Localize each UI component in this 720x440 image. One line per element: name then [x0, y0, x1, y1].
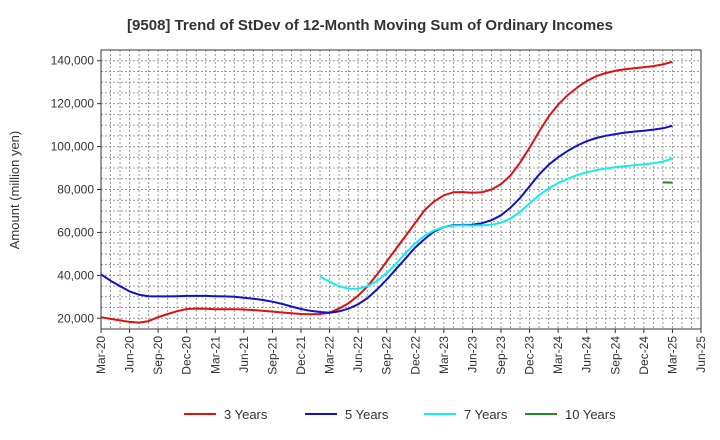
chart-title: [9508] Trend of StDev of 12-Month Moving…: [127, 17, 613, 34]
x-tick-label: Mar-23: [437, 336, 451, 374]
series-line-7-years: [319, 157, 673, 290]
y-tick-label: 120,000: [51, 97, 95, 111]
series-line-5-years: [100, 124, 673, 314]
grid: [101, 50, 701, 329]
legend-label: 7 Years: [464, 407, 508, 422]
x-tick-label: Sep-20: [151, 336, 165, 375]
legend-label: 5 Years: [345, 407, 389, 422]
x-tick-label: Dec-22: [408, 336, 422, 375]
legend: 3 Years 5 Years 7 Years 10 Years: [184, 407, 616, 422]
x-tick-label: Mar-21: [208, 336, 222, 374]
x-tick-label: Dec-23: [523, 336, 537, 375]
x-tick-label: Jun-24: [580, 336, 594, 373]
y-tick-label: 140,000: [51, 54, 95, 68]
x-tick-label: Jun-23: [465, 336, 479, 373]
x-tick-label: Sep-21: [265, 336, 279, 375]
x-tick-label: Mar-24: [551, 336, 565, 374]
x-tick-label: Jun-22: [351, 336, 365, 373]
x-tick-label: Jun-25: [694, 336, 708, 373]
x-tick-label: Sep-24: [608, 336, 622, 375]
x-tick-label: Dec-21: [294, 336, 308, 375]
x-tick-label: Jun-21: [237, 336, 251, 373]
x-tick-label: Mar-20: [94, 336, 108, 374]
y-tick-label: 40,000: [57, 268, 94, 282]
x-tick-label: Sep-22: [380, 336, 394, 375]
y-axis: 20,000 40,000 60,000 80,000 100,000 120,000 14…: [51, 54, 101, 325]
y-tick-label: 20,000: [57, 311, 94, 325]
y-tick-label: 60,000: [57, 225, 94, 239]
x-tick-label: Dec-20: [180, 336, 194, 375]
x-tick-label: Jun-20: [123, 336, 137, 373]
y-axis-label: Amount (million yen): [7, 131, 22, 250]
legend-label: 3 Years: [224, 407, 268, 422]
y-tick-label: 100,000: [51, 140, 95, 154]
x-tick-label: Dec-24: [637, 336, 651, 375]
x-tick-label: Mar-25: [665, 336, 679, 374]
legend-label: 10 Years: [565, 407, 616, 422]
x-axis: Mar-20 Jun-20 Sep-20 Dec-20 Mar-21 Jun-21 Sep-…: [94, 329, 708, 375]
x-tick-label: Sep-23: [494, 336, 508, 375]
series-layer: [100, 60, 673, 324]
series-line-3-years: [100, 60, 673, 324]
x-tick-label: Mar-22: [323, 336, 337, 374]
y-tick-label: 80,000: [57, 183, 94, 197]
